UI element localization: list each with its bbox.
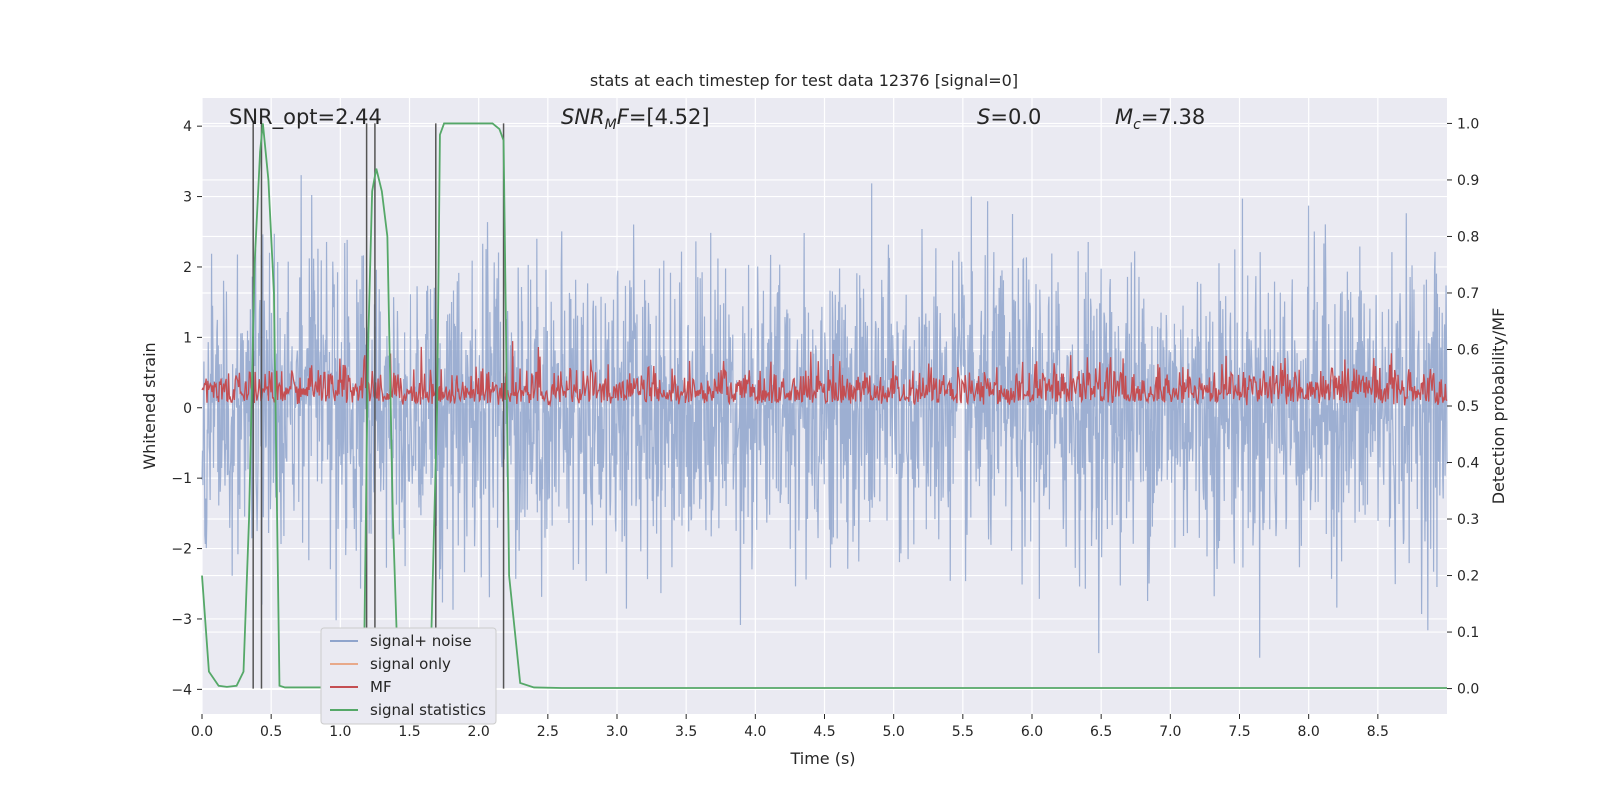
y-left-tick-label-5: 1 xyxy=(183,330,192,346)
mc-annotation: Mc=7.38 xyxy=(1115,105,1205,133)
x-tick-label-15: 7.5 xyxy=(1228,724,1250,740)
signal-statistics-series xyxy=(201,122,1447,689)
y-right-tick-label-7: 0.7 xyxy=(1457,286,1479,302)
y-right-tick-label-6: 0.6 xyxy=(1457,342,1479,358)
x-tick-label-17: 8.5 xyxy=(1367,724,1389,740)
x-tick-label-11: 5.5 xyxy=(952,724,974,740)
x-tick-label-6: 3.0 xyxy=(606,724,628,740)
y-right-tick-label-5: 0.5 xyxy=(1457,399,1479,415)
legend-label-mf: MF xyxy=(370,678,392,696)
axis-ticks: 0.0 0.5 1.0 1.5 2.0 2.5 3.0 3.5 4.0 4.5 5.0 5.5 6.0 6… xyxy=(171,116,1479,740)
y-left-tick-label-6: 2 xyxy=(183,260,192,276)
x-tick-label-9: 4.5 xyxy=(813,724,835,740)
x-axis-label: Time (s) xyxy=(789,749,855,768)
vertical-markers xyxy=(252,123,505,689)
x-tick-label-13: 6.5 xyxy=(1090,724,1112,740)
snr-opt-annotation: SNR_opt=2.44 xyxy=(229,105,382,130)
y-left-tick-label-4: 0 xyxy=(183,401,192,417)
y-left-tick-label-8: 4 xyxy=(183,119,192,135)
y-right-tick-label-1: 0.1 xyxy=(1457,625,1479,641)
x-tick-label-2: 1.0 xyxy=(329,724,351,740)
y-right-tick-label-0: 0.0 xyxy=(1457,682,1479,698)
s-label: S xyxy=(977,105,990,129)
y-left-tick-label-7: 3 xyxy=(183,190,192,206)
chart-title: stats at each timestep for test data 123… xyxy=(590,71,1018,90)
y-right-tick-label-4: 0.4 xyxy=(1457,456,1479,472)
x-tick-label-5: 2.5 xyxy=(537,724,559,740)
x-tick-label-10: 5.0 xyxy=(883,724,905,740)
x-tick-label-14: 7.0 xyxy=(1159,724,1181,740)
x-tick-label-4: 2.0 xyxy=(468,724,490,740)
snr-mf-value: =[4.52] xyxy=(629,105,710,129)
legend: signal+ noise signal only MF signal stat… xyxy=(320,627,497,725)
signal-statistics-line xyxy=(201,122,1447,689)
snr-mf-annotation: SNRMF=[4.52] xyxy=(561,105,710,133)
noise-line xyxy=(201,175,1448,658)
legend-label-signal-statistics: signal statistics xyxy=(370,701,486,719)
mf-series xyxy=(201,341,1448,408)
y-left-tick-label-2: −2 xyxy=(171,542,192,558)
y-right-tick-label-9: 0.9 xyxy=(1457,173,1479,189)
legend-label-signal-only: signal only xyxy=(370,655,451,673)
mc-value: =7.38 xyxy=(1141,105,1205,129)
snr-mf-subscript: M xyxy=(605,117,617,133)
snr-mf-f: F xyxy=(617,105,630,129)
y-right-tick-label-10: 1.0 xyxy=(1457,116,1479,132)
y-right-tick-label-2: 0.2 xyxy=(1457,569,1479,585)
y-right-tick-label-3: 0.3 xyxy=(1457,512,1479,528)
legend-box xyxy=(320,627,497,725)
signal-noise-series xyxy=(201,175,1448,658)
mc-label: M xyxy=(1115,105,1133,129)
x-tick-label-0: 0.0 xyxy=(191,724,213,740)
x-tick-label-8: 4.0 xyxy=(744,724,766,740)
y-left-tick-label-1: −3 xyxy=(171,612,192,628)
x-tick-label-3: 1.5 xyxy=(398,724,420,740)
x-tick-label-12: 6.0 xyxy=(1021,724,1043,740)
mc-subscript: c xyxy=(1133,117,1141,133)
s-value: =0.0 xyxy=(990,105,1041,129)
y-axis-label-right: Detection probability/MF xyxy=(1489,308,1508,505)
mf-line xyxy=(201,341,1448,408)
y-left-tick-label-3: −1 xyxy=(171,471,192,487)
y-axis-label-left: Whitened strain xyxy=(140,342,159,469)
x-tick-label-7: 3.5 xyxy=(675,724,697,740)
y-right-tick-label-8: 0.8 xyxy=(1457,229,1479,245)
snr-mf-label: SNR xyxy=(561,105,605,129)
s-annotation: S=0.0 xyxy=(977,105,1041,129)
legend-label-noise: signal+ noise xyxy=(370,632,472,650)
x-tick-label-1: 0.5 xyxy=(260,724,282,740)
x-tick-label-16: 8.0 xyxy=(1298,724,1320,740)
y-left-tick-label-0: −4 xyxy=(171,682,192,698)
